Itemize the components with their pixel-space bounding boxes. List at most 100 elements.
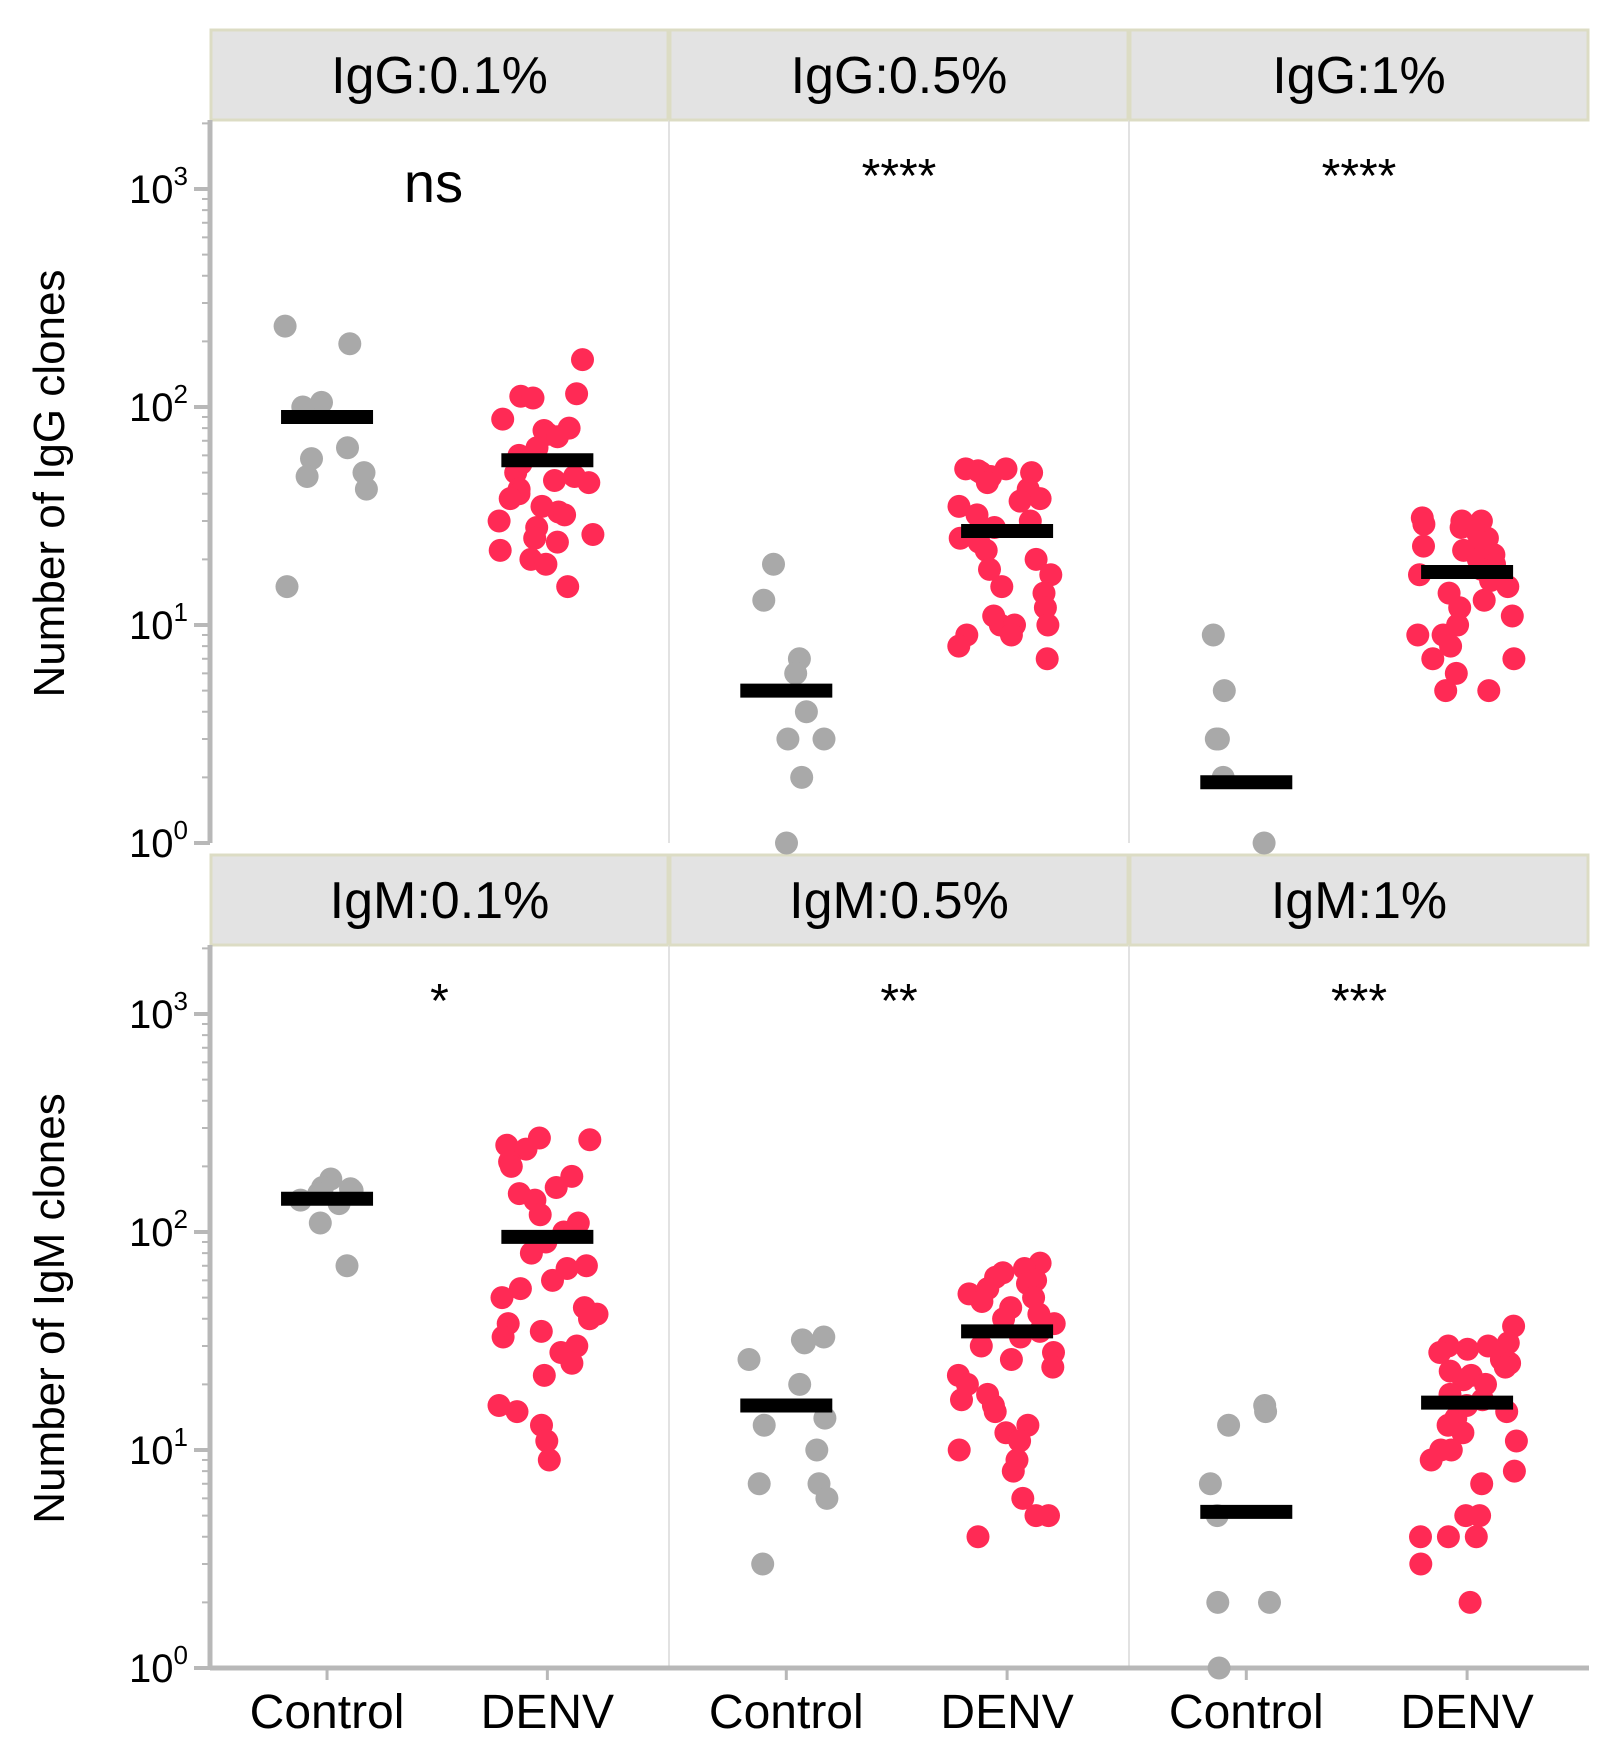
- control-point: [776, 727, 800, 751]
- control-point: [794, 700, 818, 724]
- denv-point: [546, 425, 569, 449]
- y-tick-label: 103: [129, 986, 188, 1037]
- denv-point: [1454, 1504, 1478, 1528]
- denv-point: [947, 1438, 971, 1462]
- denv-point: [1419, 1448, 1443, 1472]
- y-tick-label: 100: [129, 1640, 188, 1691]
- control-point: [1212, 679, 1236, 703]
- denv-point: [535, 1429, 559, 1453]
- denv-point: [974, 538, 998, 562]
- denv-point: [1409, 1552, 1433, 1576]
- denv-point: [556, 575, 580, 599]
- panel-background: [669, 945, 1129, 1668]
- control-point: [354, 477, 378, 501]
- control-point: [338, 332, 362, 356]
- denv-point: [1451, 1421, 1475, 1445]
- denv-point: [487, 1394, 511, 1417]
- denv-point: [1409, 1525, 1432, 1549]
- significance-label: ns: [404, 151, 463, 214]
- denv-point: [1436, 1525, 1460, 1549]
- y-axis-title: Number of IgG clones: [25, 270, 74, 698]
- denv-point: [534, 552, 558, 576]
- denv-point: [1470, 1472, 1494, 1496]
- denv-point: [1456, 1337, 1479, 1361]
- denv-point: [1439, 634, 1463, 658]
- facet-strip-label: IgM:0.5%: [789, 872, 1009, 930]
- control-point: [336, 436, 359, 460]
- denv-point: [990, 575, 1014, 599]
- denv-point: [577, 471, 601, 495]
- control-point: [790, 765, 814, 789]
- y-tick-label: 101: [129, 1422, 188, 1473]
- denv-point: [498, 487, 522, 511]
- denv-point: [1035, 647, 1059, 671]
- denv-point: [1500, 604, 1524, 628]
- control-point: [1217, 1413, 1241, 1437]
- denv-point: [521, 386, 545, 410]
- denv-point: [541, 1268, 564, 1292]
- denv-point: [578, 1307, 601, 1331]
- facet-strip: [209, 853, 670, 947]
- denv-point: [499, 1154, 523, 1178]
- significance-label: *: [430, 975, 449, 1028]
- denv-point: [975, 471, 999, 495]
- panel-background: [1129, 945, 1589, 1668]
- denv-point: [1434, 679, 1458, 703]
- control-point: [788, 1372, 812, 1396]
- control-point: [300, 447, 323, 471]
- denv-point: [537, 1448, 561, 1472]
- facet-strip: [209, 28, 670, 122]
- denv-point: [1406, 623, 1430, 647]
- control-point: [1201, 623, 1225, 647]
- control-point: [1198, 1472, 1222, 1496]
- denv-point: [1504, 1429, 1528, 1453]
- significance-label: **: [880, 975, 917, 1028]
- denv-point: [514, 1137, 538, 1161]
- control-point: [335, 1254, 359, 1278]
- control-point: [1258, 1590, 1281, 1614]
- denv-point: [523, 526, 547, 550]
- control-point: [812, 1325, 836, 1349]
- significance-label: ****: [1322, 150, 1397, 203]
- control-point: [308, 1211, 332, 1235]
- control-point: [751, 1552, 775, 1576]
- denv-point: [529, 1319, 553, 1343]
- denv-point: [1036, 613, 1060, 637]
- control-point: [1204, 727, 1228, 751]
- denv-point: [571, 348, 594, 372]
- control-point: [775, 831, 798, 855]
- denv-point: [1039, 563, 1063, 587]
- denv-point: [553, 503, 577, 527]
- control-point: [747, 1472, 771, 1496]
- denv-point: [560, 1351, 584, 1375]
- y-axis-title: Number of IgM clones: [25, 1093, 74, 1523]
- facet-strip: [668, 853, 1130, 947]
- denv-point: [999, 623, 1023, 647]
- denv-point: [574, 1254, 598, 1278]
- significance-label: ****: [862, 150, 937, 203]
- denv-point: [966, 1525, 990, 1549]
- denv-point: [487, 509, 511, 533]
- facet-strip-label: IgG:1%: [1272, 47, 1445, 105]
- significance-label: ***: [1331, 975, 1387, 1028]
- denv-point: [1448, 596, 1472, 620]
- control-point: [1252, 831, 1276, 855]
- control-point: [1207, 1656, 1231, 1680]
- control-point: [805, 1438, 829, 1462]
- denv-point: [950, 1388, 973, 1412]
- denv-point: [1024, 547, 1048, 571]
- denv-point: [1008, 1429, 1032, 1453]
- denv-point: [978, 557, 1001, 581]
- denv-point: [1502, 1459, 1526, 1483]
- facet-strip-label: IgG:0.5%: [791, 47, 1008, 105]
- x-tick-label: DENV: [481, 1686, 614, 1739]
- y-tick-label: 100: [129, 815, 188, 866]
- denv-point: [543, 469, 566, 492]
- control-point: [275, 575, 299, 599]
- denv-point: [490, 1286, 514, 1310]
- facet-strip: [668, 28, 1130, 122]
- denv-point: [1464, 1525, 1488, 1549]
- facet-strip-label: IgG:0.1%: [331, 47, 548, 105]
- denv-point: [1458, 1590, 1482, 1614]
- denv-point: [983, 1400, 1007, 1424]
